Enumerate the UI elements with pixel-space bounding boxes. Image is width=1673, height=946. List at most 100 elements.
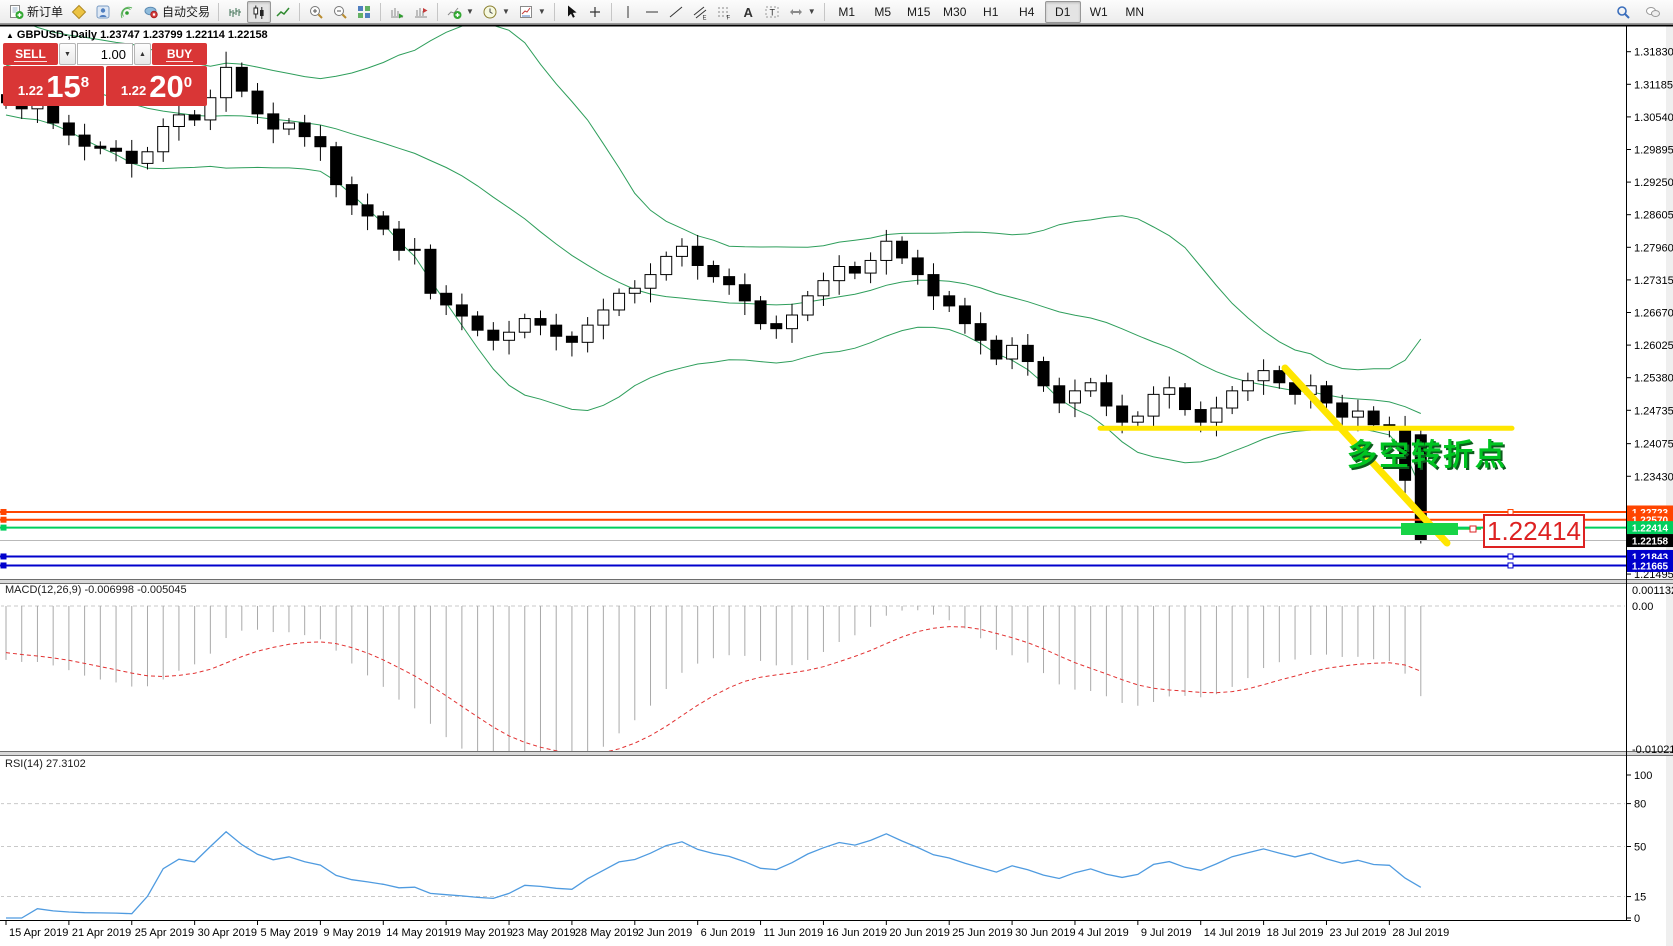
- zoom-in-button[interactable]: [304, 1, 328, 23]
- price-tag: [1627, 534, 1673, 548]
- volume-input[interactable]: [77, 43, 133, 65]
- chart-shift-button[interactable]: [409, 1, 433, 23]
- timeframe-m30-button[interactable]: M30: [943, 4, 967, 19]
- candle-body: [754, 300, 767, 325]
- market-watch-button[interactable]: [67, 1, 91, 23]
- timeframe-m5-button[interactable]: M5: [874, 4, 892, 19]
- svg-text:T: T: [769, 7, 775, 17]
- candle-body: [801, 295, 814, 316]
- text-button[interactable]: A: [736, 1, 760, 23]
- pane-splitter[interactable]: [0, 579, 1673, 583]
- timeframe-m15-button[interactable]: M15: [907, 4, 931, 19]
- time-axis-label: 5 May 2019: [261, 927, 318, 939]
- crosshair-button[interactable]: [583, 1, 607, 23]
- bar-chart-button[interactable]: [223, 1, 247, 23]
- cursor-button[interactable]: [559, 1, 583, 23]
- timeframe-d1-button[interactable]: D1: [1044, 0, 1081, 23]
- callout-handle[interactable]: [1469, 525, 1477, 533]
- vertical-line-button[interactable]: [616, 1, 640, 23]
- periods-button[interactable]: ▼: [478, 1, 514, 23]
- indicators-button[interactable]: ▼: [442, 1, 478, 23]
- timeframe-w1-button[interactable]: W1: [1089, 4, 1108, 19]
- toolbar-separator: [380, 2, 382, 21]
- candle-body: [188, 114, 201, 121]
- price-callout-box[interactable]: 1.22414: [1483, 514, 1585, 548]
- time-axis-label: 20 Jun 2019: [889, 927, 950, 939]
- yellow-trendline[interactable]: [1281, 364, 1451, 547]
- dropdown-arrow-icon[interactable]: ▼: [807, 7, 816, 16]
- time-axis-label: 30 Apr 2019: [198, 927, 257, 939]
- timeframe-mn-button[interactable]: MN: [1125, 4, 1145, 19]
- bar-chart-icon: [229, 7, 242, 17]
- price-axis-label: 1.27315: [1634, 275, 1673, 287]
- dropdown-arrow-icon[interactable]: ▼: [466, 7, 474, 16]
- chat-button[interactable]: [1641, 1, 1665, 23]
- timeframe-m1-button[interactable]: M1: [838, 4, 856, 19]
- line-handle[interactable]: [0, 553, 7, 560]
- line-handle[interactable]: [1507, 553, 1514, 560]
- dropdown-arrow-icon[interactable]: ▼: [537, 7, 546, 16]
- fibonacci-button[interactable]: F: [712, 1, 736, 23]
- candle-body: [503, 331, 516, 341]
- volume-increase-button[interactable]: ▲: [134, 43, 151, 65]
- equidistant-channel-button[interactable]: E: [688, 1, 712, 23]
- line-handle[interactable]: [0, 562, 7, 569]
- auto-scroll-button[interactable]: [385, 1, 409, 23]
- timeframe-h4-button[interactable]: H4: [1019, 4, 1035, 19]
- trendline-button[interactable]: [664, 1, 688, 23]
- volume-decrease-button[interactable]: ▼: [59, 43, 76, 65]
- buy-price-tile[interactable]: 1.22 20 0: [106, 66, 207, 106]
- turning-point-annotation[interactable]: 多空转折点: [1347, 439, 1507, 472]
- sell-button[interactable]: SELL: [3, 43, 58, 65]
- price-tag-label: 1.22158: [1632, 537, 1669, 548]
- price-axis-label: 1.28605: [1634, 210, 1673, 222]
- candle-body: [298, 122, 311, 138]
- candlestick-chart-button[interactable]: [247, 0, 272, 23]
- signals-button[interactable]: [115, 1, 139, 23]
- vertical-line-icon: [627, 5, 629, 18]
- line-handle[interactable]: [0, 524, 7, 531]
- candle-body: [1131, 415, 1144, 423]
- buy-button[interactable]: BUY: [152, 43, 207, 65]
- macd-axis-max: 0.001132: [1632, 585, 1673, 597]
- line-handle[interactable]: [0, 516, 7, 523]
- line-chart-button[interactable]: [271, 1, 295, 23]
- new-order-button[interactable]: 新订单: [4, 1, 67, 23]
- candle-body: [204, 97, 217, 121]
- rsi-pane: [1, 803, 1625, 919]
- horizontal-line-button[interactable]: [640, 1, 664, 23]
- line-handle[interactable]: [0, 508, 7, 515]
- timeframe-h1-button[interactable]: H1: [983, 4, 999, 19]
- chart-collapse-marker[interactable]: ▲: [6, 31, 14, 40]
- macd-axis-zero: 0.00: [1632, 601, 1653, 613]
- profile-button[interactable]: [91, 1, 115, 23]
- line-handle[interactable]: [1507, 562, 1514, 569]
- candle-body: [125, 150, 138, 164]
- crosshair-icon: [589, 6, 600, 17]
- chat-icon: [1646, 6, 1660, 17]
- green-highlight-rect[interactable]: [1401, 523, 1458, 535]
- svg-text:E: E: [702, 15, 706, 20]
- tile-windows-icon: [358, 5, 371, 18]
- sell-price-tile[interactable]: 1.22 15 8: [3, 66, 104, 106]
- auto-trading-button[interactable]: 自动交易: [139, 1, 214, 23]
- candle-body: [943, 295, 956, 307]
- time-axis-label: 23 Jul 2019: [1329, 927, 1386, 939]
- buy-price-small: 1.22: [120, 83, 147, 98]
- price-tag-label: 1.21665: [1632, 561, 1669, 572]
- search-button[interactable]: [1611, 1, 1635, 23]
- pane-splitter[interactable]: [0, 751, 1673, 755]
- templates-button[interactable]: ▼: [514, 1, 550, 23]
- candle-body: [675, 245, 688, 257]
- signals-icon: [120, 6, 133, 18]
- arrows-button[interactable]: ▼: [784, 1, 820, 23]
- candle-body: [282, 122, 295, 130]
- price-axis-label: 1.29895: [1634, 144, 1673, 156]
- dropdown-arrow-icon[interactable]: ▼: [501, 7, 510, 16]
- text-label-button[interactable]: T: [760, 1, 784, 23]
- zoom-out-button[interactable]: [328, 1, 352, 23]
- zoom-out-icon: [334, 5, 347, 19]
- tile-windows-button[interactable]: [352, 1, 376, 23]
- sell-price-small: 1.22: [17, 83, 44, 98]
